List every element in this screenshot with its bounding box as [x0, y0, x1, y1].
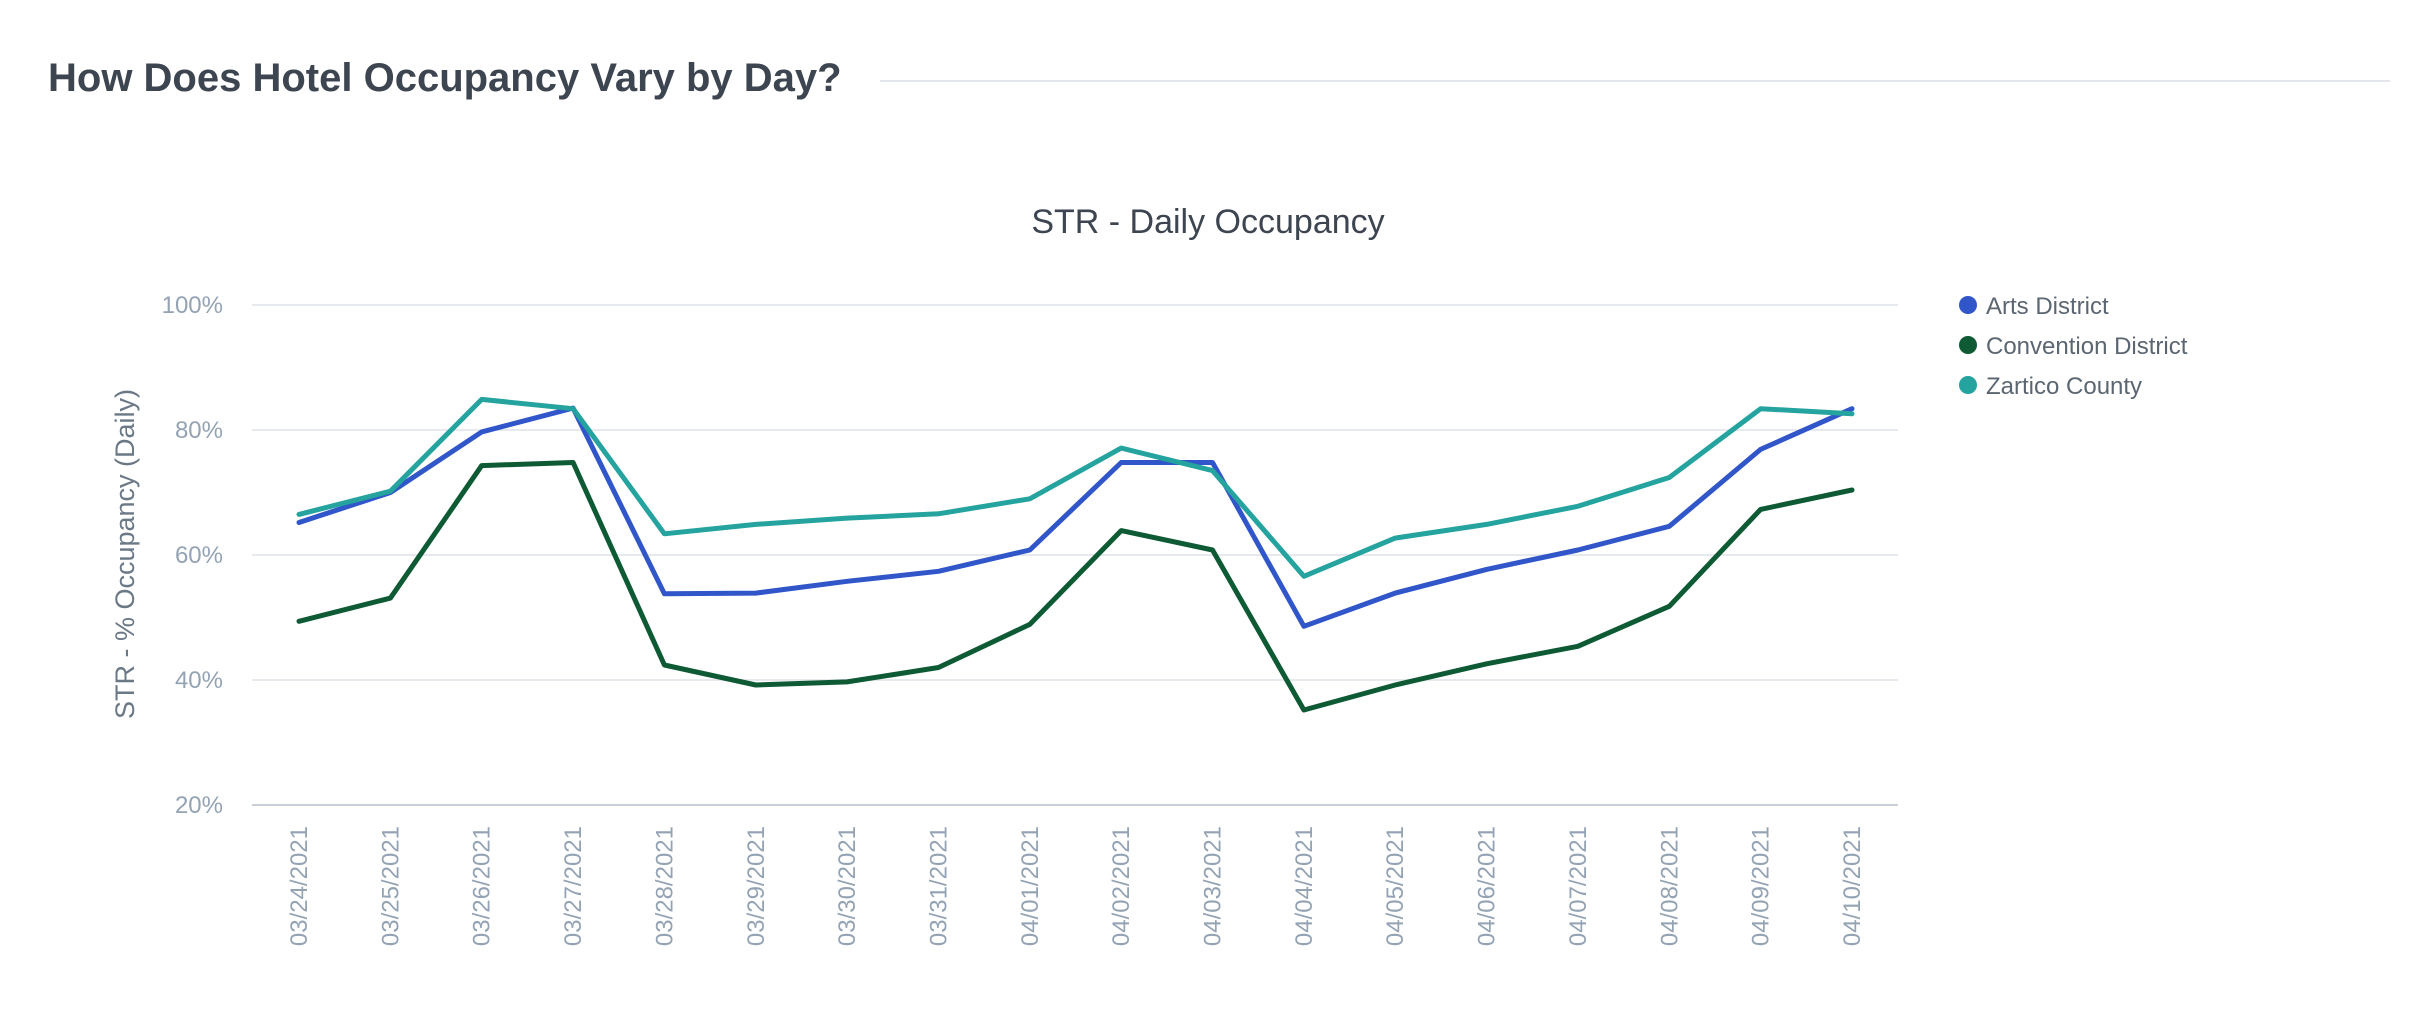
x-tick-labels: 03/24/2021 03/25/2021 03/26/2021 03/27/2021…: [286, 826, 1866, 946]
x-tick-label: 04/03/2021: [1200, 826, 1227, 946]
legend-label: Convention District: [1986, 333, 2188, 360]
y-tick-label: 100%: [162, 292, 223, 319]
x-tick-label: 03/25/2021: [377, 826, 404, 946]
legend-item[interactable]: Convention District: [1959, 333, 2188, 360]
gridlines: [252, 304, 1898, 806]
page-title: How Does Hotel Occupancy Vary by Day?: [48, 56, 842, 100]
y-tick-label: 80%: [175, 417, 223, 444]
x-tick-label: 04/09/2021: [1748, 826, 1775, 946]
x-tick-label: 04/01/2021: [1017, 826, 1044, 946]
x-tick-label: 03/24/2021: [286, 826, 313, 946]
page-header: How Does Hotel Occupancy Vary by Day?: [48, 50, 2390, 120]
x-tick-label: 04/05/2021: [1382, 826, 1409, 946]
series-lines: [296, 396, 1855, 713]
legend-marker: [1959, 296, 1977, 314]
legend-marker: [1959, 336, 1977, 354]
legend-label: Arts District: [1986, 293, 2109, 320]
x-tick-label: 03/29/2021: [743, 826, 770, 946]
x-tick-label: 04/08/2021: [1656, 826, 1683, 946]
x-tick-label: 04/04/2021: [1291, 826, 1318, 946]
series-line: [296, 396, 1855, 579]
legend-label: Zartico County: [1986, 373, 2142, 400]
x-tick-label: 04/10/2021: [1839, 826, 1866, 946]
y-tick-labels: 20% 40% 60% 80% 100%: [162, 292, 223, 819]
y-tick-label: 20%: [175, 792, 223, 819]
x-tick-label: 03/26/2021: [469, 826, 496, 946]
y-tick-label: 40%: [175, 667, 223, 694]
x-tick-label: 04/06/2021: [1474, 826, 1501, 946]
series-line: [296, 405, 1855, 629]
x-tick-label: 04/07/2021: [1565, 826, 1592, 946]
legend-item[interactable]: Zartico County: [1959, 373, 2142, 400]
legend: Arts District Convention District Zartico …: [1959, 293, 2188, 400]
chart-title: STR - Daily Occupancy: [1031, 203, 1384, 241]
x-tick-label: 03/31/2021: [925, 826, 952, 946]
header-divider: [880, 80, 2390, 82]
y-tick-label: 60%: [175, 542, 223, 569]
x-tick-label: 03/27/2021: [560, 826, 587, 946]
y-axis-title: STR - % Occupancy (Daily): [110, 389, 140, 719]
series-line: [296, 460, 1855, 713]
legend-item[interactable]: Arts District: [1959, 293, 2109, 320]
x-tick-label: 03/28/2021: [651, 826, 678, 946]
x-tick-label: 04/02/2021: [1108, 826, 1135, 946]
legend-marker: [1959, 376, 1977, 394]
x-tick-label: 03/30/2021: [834, 826, 861, 946]
